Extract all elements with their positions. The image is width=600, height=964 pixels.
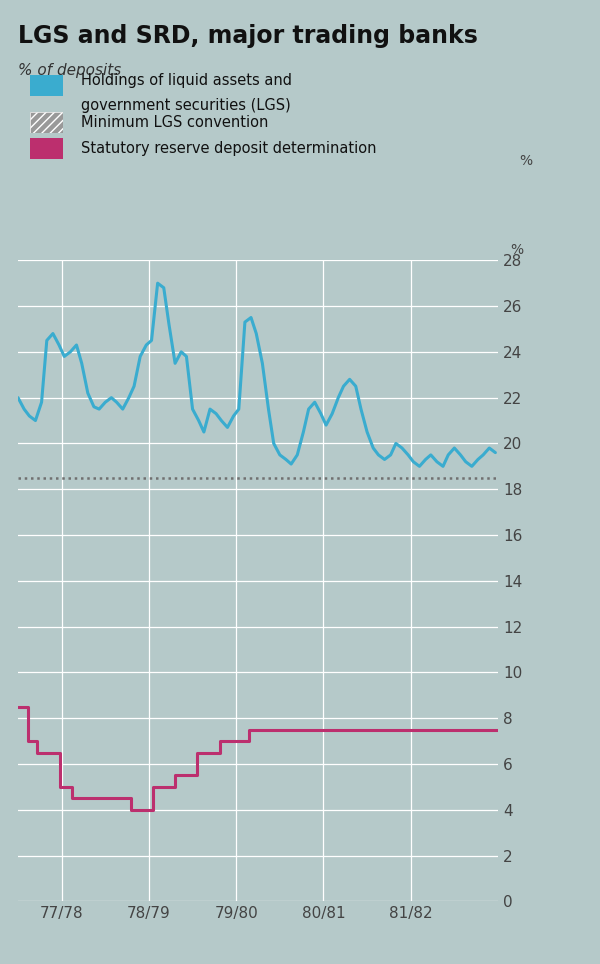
Text: %: % [510, 243, 523, 257]
Text: % of deposits: % of deposits [18, 63, 121, 78]
Text: government securities (LGS): government securities (LGS) [81, 98, 291, 114]
Text: LGS and SRD, major trading banks: LGS and SRD, major trading banks [18, 24, 478, 48]
Text: %: % [519, 154, 532, 169]
Text: Statutory reserve deposit determination: Statutory reserve deposit determination [81, 141, 377, 156]
Text: Holdings of liquid assets and: Holdings of liquid assets and [81, 73, 292, 89]
Text: Minimum LGS convention: Minimum LGS convention [81, 115, 268, 130]
